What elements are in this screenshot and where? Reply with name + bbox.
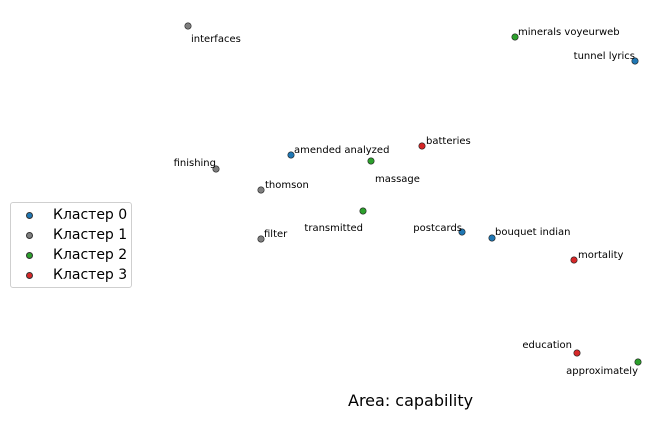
scatter-point-interfaces <box>184 22 192 30</box>
point-label-education: education <box>522 340 572 351</box>
scatter-point-thomson <box>257 186 265 194</box>
point-label-finishing: finishing <box>174 158 216 169</box>
point-label-minerals-voyeurweb: minerals voyeurweb <box>518 27 620 38</box>
legend-item-cluster-1: Кластер 1 <box>11 226 127 244</box>
point-label-amended-analyzed: amended analyzed <box>294 145 389 156</box>
legend-item-cluster-2: Кластер 2 <box>11 246 127 264</box>
point-label-massage: massage <box>375 174 420 185</box>
point-label-batteries: batteries <box>426 136 471 147</box>
point-label-filter: filter <box>264 229 288 240</box>
legend-label-cluster-1: Кластер 1 <box>53 227 128 243</box>
scatter-point-finishing <box>212 165 220 173</box>
legend-item-cluster-3: Кластер 3 <box>11 266 127 284</box>
scatter-point-education <box>573 349 581 357</box>
legend-label-cluster-3: Кластер 3 <box>53 267 128 283</box>
scatter-point-postcards <box>458 228 466 236</box>
scatter-point-bouquet-indian <box>488 234 496 242</box>
scatter-point-tunnel-lyrics <box>631 57 639 65</box>
scatter-point-batteries <box>418 142 426 150</box>
point-label-bouquet-indian: bouquet indian <box>495 227 570 238</box>
legend-item-cluster-0: Кластер 0 <box>11 206 127 224</box>
point-label-mortality: mortality <box>578 250 623 261</box>
scatter-point-amended-analyzed <box>287 151 295 159</box>
legend-marker-cluster-0 <box>26 211 33 219</box>
scatter-point-transmitted <box>359 207 367 215</box>
point-label-thomson: thomson <box>265 180 309 191</box>
point-label-postcards: postcards <box>413 223 462 234</box>
scatter-point-filter <box>257 235 265 243</box>
legend-marker-cluster-2 <box>26 251 33 259</box>
point-label-tunnel-lyrics: tunnel lyrics <box>574 51 635 62</box>
scatter-point-minerals-voyeurweb <box>511 33 519 41</box>
legend-label-cluster-2: Кластер 2 <box>53 247 128 263</box>
legend-marker-cluster-1 <box>26 231 33 239</box>
legend-marker-cluster-3 <box>26 271 33 279</box>
point-label-interfaces: interfaces <box>191 34 241 45</box>
legend-label-cluster-0: Кластер 0 <box>53 207 128 223</box>
legend: Кластер 0 Кластер 1 Кластер 2 Кластер 3 <box>10 202 132 288</box>
point-label-approximately: approximately <box>566 366 638 377</box>
chart-subtitle: Area: capability <box>348 391 474 410</box>
scatter-point-massage <box>367 157 375 165</box>
scatter-point-mortality <box>570 256 578 264</box>
point-label-transmitted: transmitted <box>304 223 363 234</box>
scatter-point-approximately <box>634 358 642 366</box>
